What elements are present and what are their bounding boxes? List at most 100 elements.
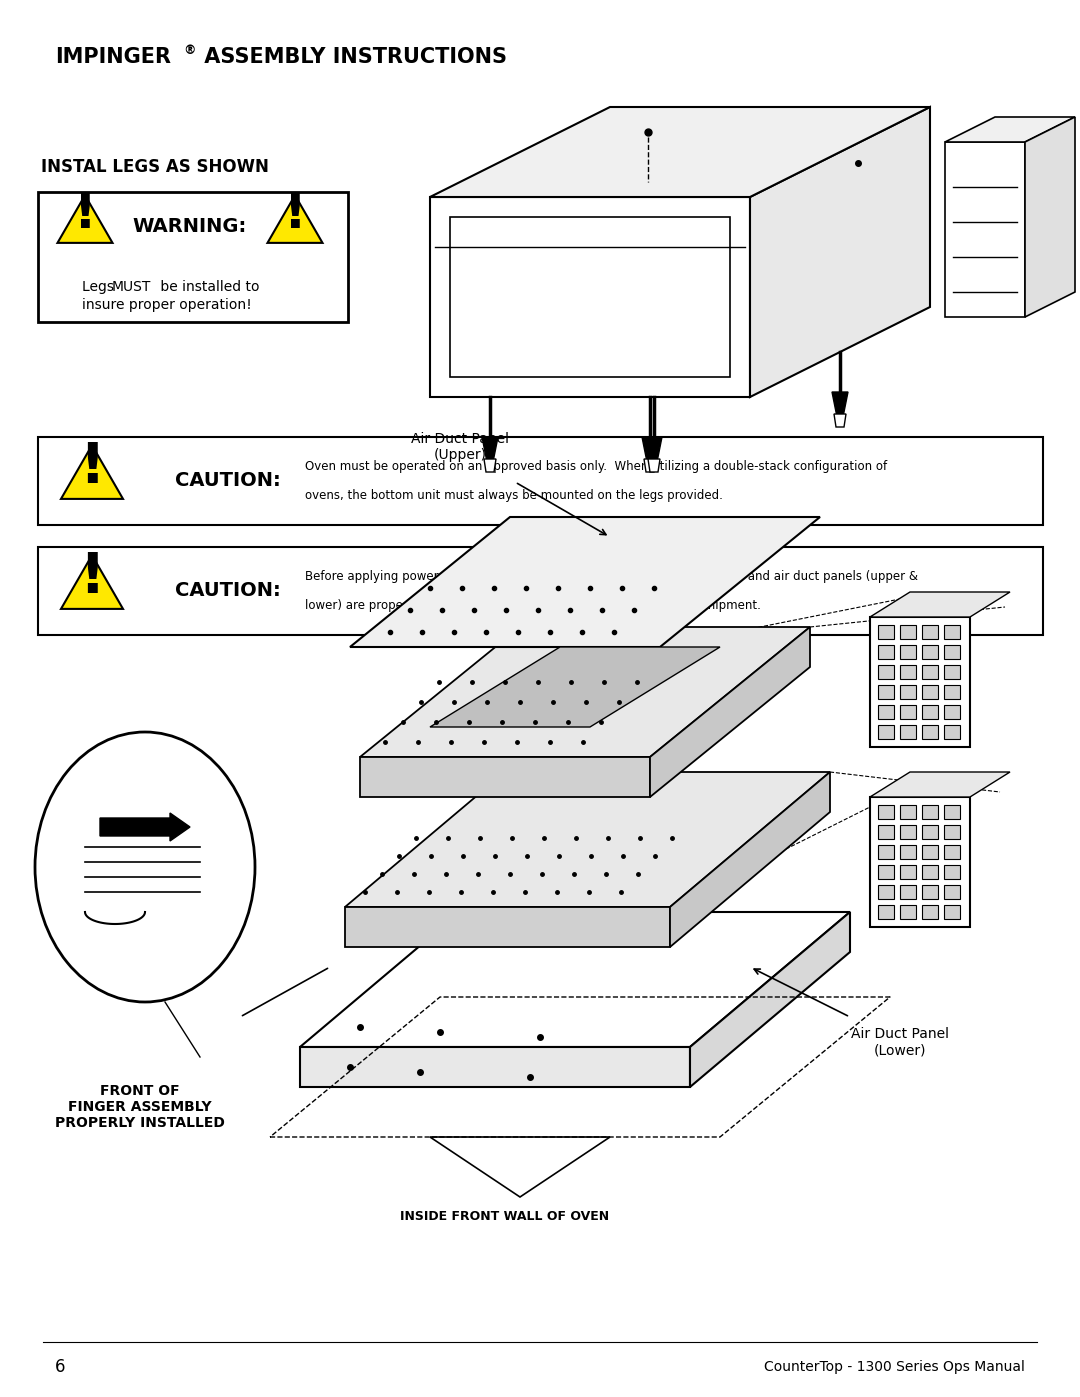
- Text: CounterTop - 1300 Series Ops Manual: CounterTop - 1300 Series Ops Manual: [765, 1361, 1025, 1375]
- Text: INSTAL LEGS AS SHOWN: INSTAL LEGS AS SHOWN: [41, 158, 269, 176]
- FancyBboxPatch shape: [922, 865, 939, 879]
- Text: be installed to: be installed to: [156, 279, 259, 293]
- Polygon shape: [430, 647, 720, 726]
- FancyBboxPatch shape: [900, 826, 916, 840]
- FancyBboxPatch shape: [922, 805, 939, 819]
- Text: ASSEMBLY INSTRUCTIONS: ASSEMBLY INSTRUCTIONS: [197, 47, 507, 67]
- FancyBboxPatch shape: [878, 865, 894, 879]
- Text: CAUTION:: CAUTION:: [175, 581, 281, 601]
- Polygon shape: [360, 627, 810, 757]
- Polygon shape: [350, 517, 820, 647]
- Text: INSIDE FRONT WALL OF OVEN: INSIDE FRONT WALL OF OVEN: [401, 1210, 609, 1224]
- FancyBboxPatch shape: [944, 624, 960, 638]
- Text: Before applying power to oven, check to insure that the finger assemblies and ai: Before applying power to oven, check to …: [305, 570, 918, 584]
- FancyBboxPatch shape: [922, 826, 939, 840]
- FancyBboxPatch shape: [944, 805, 960, 819]
- FancyBboxPatch shape: [922, 665, 939, 679]
- Polygon shape: [482, 437, 498, 462]
- Text: FRONT OF
FINGER ASSEMBLY
PROPERLY INSTALLED: FRONT OF FINGER ASSEMBLY PROPERLY INSTAL…: [55, 1084, 225, 1130]
- Polygon shape: [945, 142, 1025, 317]
- Polygon shape: [642, 437, 658, 462]
- Polygon shape: [1025, 117, 1075, 317]
- FancyBboxPatch shape: [900, 886, 916, 900]
- Text: CAUTION:: CAUTION:: [175, 472, 281, 490]
- Polygon shape: [430, 108, 930, 197]
- Polygon shape: [430, 197, 750, 397]
- Polygon shape: [870, 773, 1010, 798]
- FancyBboxPatch shape: [922, 886, 939, 900]
- FancyBboxPatch shape: [878, 805, 894, 819]
- FancyBboxPatch shape: [878, 826, 894, 840]
- FancyBboxPatch shape: [944, 705, 960, 719]
- Text: IMPINGER: IMPINGER: [55, 47, 171, 67]
- Polygon shape: [484, 460, 496, 472]
- Polygon shape: [300, 912, 850, 1046]
- FancyBboxPatch shape: [878, 645, 894, 659]
- Polygon shape: [60, 446, 123, 499]
- FancyBboxPatch shape: [944, 886, 960, 900]
- FancyBboxPatch shape: [878, 624, 894, 638]
- FancyBboxPatch shape: [38, 548, 1043, 636]
- Text: WARNING:: WARNING:: [133, 218, 247, 236]
- FancyBboxPatch shape: [450, 217, 730, 377]
- Polygon shape: [832, 393, 848, 416]
- FancyBboxPatch shape: [878, 845, 894, 859]
- FancyBboxPatch shape: [878, 905, 894, 919]
- FancyBboxPatch shape: [922, 685, 939, 698]
- FancyBboxPatch shape: [900, 845, 916, 859]
- Polygon shape: [870, 592, 1010, 617]
- Polygon shape: [670, 773, 831, 947]
- Polygon shape: [430, 1137, 610, 1197]
- Polygon shape: [644, 460, 656, 472]
- FancyBboxPatch shape: [900, 624, 916, 638]
- FancyBboxPatch shape: [878, 665, 894, 679]
- Polygon shape: [345, 907, 670, 947]
- FancyBboxPatch shape: [870, 798, 970, 928]
- FancyBboxPatch shape: [922, 645, 939, 659]
- Text: ovens, the bottom unit must always be mounted on the legs provided.: ovens, the bottom unit must always be mo…: [305, 489, 723, 503]
- FancyBboxPatch shape: [922, 845, 939, 859]
- Polygon shape: [268, 196, 323, 243]
- Polygon shape: [690, 912, 850, 1087]
- FancyBboxPatch shape: [900, 905, 916, 919]
- Text: Air Duct Panel
(Lower): Air Duct Panel (Lower): [851, 1027, 949, 1058]
- FancyArrow shape: [100, 813, 190, 841]
- FancyBboxPatch shape: [878, 705, 894, 719]
- FancyBboxPatch shape: [900, 805, 916, 819]
- Text: !: !: [284, 190, 307, 239]
- FancyBboxPatch shape: [944, 905, 960, 919]
- Polygon shape: [945, 117, 1075, 142]
- Text: Air Duct Panel
(Upper): Air Duct Panel (Upper): [411, 432, 509, 462]
- Text: Oven must be operated on an approved basis only.  When utilizing a double-stack : Oven must be operated on an approved bas…: [305, 461, 887, 474]
- FancyBboxPatch shape: [922, 905, 939, 919]
- FancyBboxPatch shape: [878, 725, 894, 739]
- FancyBboxPatch shape: [900, 865, 916, 879]
- FancyBboxPatch shape: [900, 645, 916, 659]
- Polygon shape: [648, 460, 660, 472]
- Polygon shape: [360, 757, 650, 798]
- FancyBboxPatch shape: [922, 624, 939, 638]
- FancyBboxPatch shape: [878, 685, 894, 698]
- FancyBboxPatch shape: [944, 685, 960, 698]
- FancyBboxPatch shape: [944, 845, 960, 859]
- FancyBboxPatch shape: [922, 705, 939, 719]
- Polygon shape: [834, 414, 846, 427]
- FancyBboxPatch shape: [38, 191, 348, 321]
- FancyBboxPatch shape: [900, 685, 916, 698]
- FancyBboxPatch shape: [900, 725, 916, 739]
- Text: ®: ®: [183, 45, 195, 57]
- FancyBboxPatch shape: [878, 886, 894, 900]
- FancyBboxPatch shape: [922, 725, 939, 739]
- Text: 6: 6: [55, 1358, 66, 1376]
- FancyBboxPatch shape: [944, 725, 960, 739]
- FancyBboxPatch shape: [944, 826, 960, 840]
- Text: MUST: MUST: [112, 279, 151, 293]
- Text: !: !: [79, 550, 105, 604]
- FancyBboxPatch shape: [38, 437, 1043, 525]
- Text: Legs: Legs: [82, 279, 119, 293]
- Text: !: !: [73, 190, 96, 239]
- Polygon shape: [60, 555, 123, 609]
- Polygon shape: [57, 196, 112, 243]
- FancyBboxPatch shape: [900, 705, 916, 719]
- FancyBboxPatch shape: [944, 865, 960, 879]
